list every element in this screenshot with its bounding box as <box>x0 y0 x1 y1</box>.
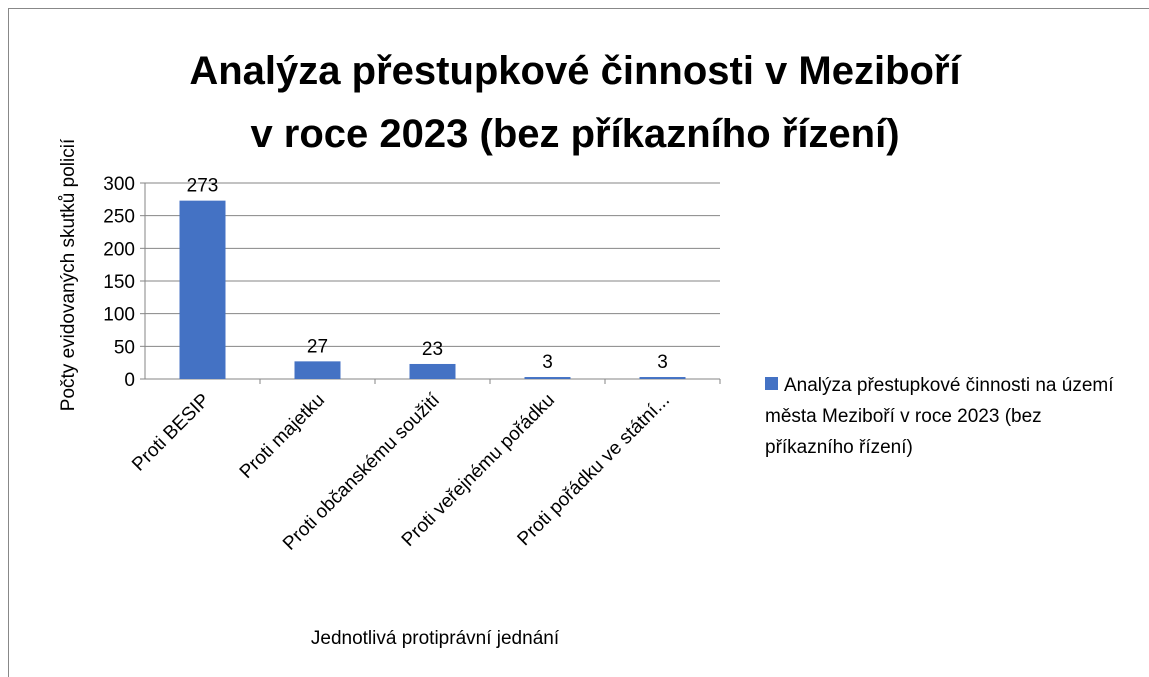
y-tick-label: 50 <box>114 337 135 358</box>
x-tick-label: Proti BESIP <box>128 390 214 476</box>
y-tick-label: 200 <box>103 239 135 260</box>
y-tick-label: 0 <box>124 370 135 391</box>
data-label: 3 <box>657 352 668 373</box>
y-tick-label: 150 <box>103 272 135 293</box>
chart-title: v roce 2023 (bez příkazního řízení) <box>250 112 899 156</box>
bar <box>524 377 571 379</box>
data-label: 27 <box>307 336 328 357</box>
x-tick-label: Proti majetku <box>236 390 329 483</box>
y-tick-label: 100 <box>103 305 135 326</box>
legend-swatch <box>765 377 778 390</box>
x-axis-label: Jednotlivá protiprávní jednání <box>311 628 560 649</box>
y-tick-label: 250 <box>103 207 135 228</box>
bar <box>294 361 341 379</box>
chart-title: Analýza přestupkové činnosti v Meziboří <box>189 49 962 93</box>
bar <box>639 377 686 379</box>
y-axis-label: Počty evidovaných skutků policií <box>58 138 79 411</box>
y-tick-label: 300 <box>103 174 135 195</box>
legend-label: Analýza přestupkové činnosti na území mě… <box>765 375 1114 458</box>
data-label: 23 <box>422 339 443 360</box>
data-label: 3 <box>542 352 553 373</box>
data-label: 273 <box>187 176 219 197</box>
legend: Analýza přestupkové činnosti na území mě… <box>765 370 1135 463</box>
bar <box>409 363 456 379</box>
bar <box>179 200 226 379</box>
chart-border <box>8 8 1149 677</box>
